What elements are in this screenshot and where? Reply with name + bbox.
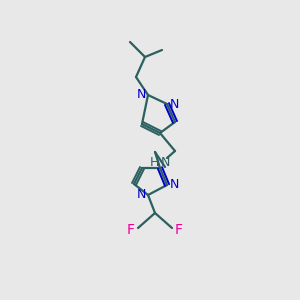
Text: F: F <box>127 223 135 237</box>
Text: F: F <box>175 223 183 237</box>
Text: N: N <box>160 155 170 169</box>
Text: H: H <box>149 155 159 169</box>
Text: N: N <box>136 188 146 202</box>
Text: N: N <box>169 178 179 191</box>
Text: N: N <box>169 98 179 110</box>
Text: N: N <box>136 88 146 101</box>
